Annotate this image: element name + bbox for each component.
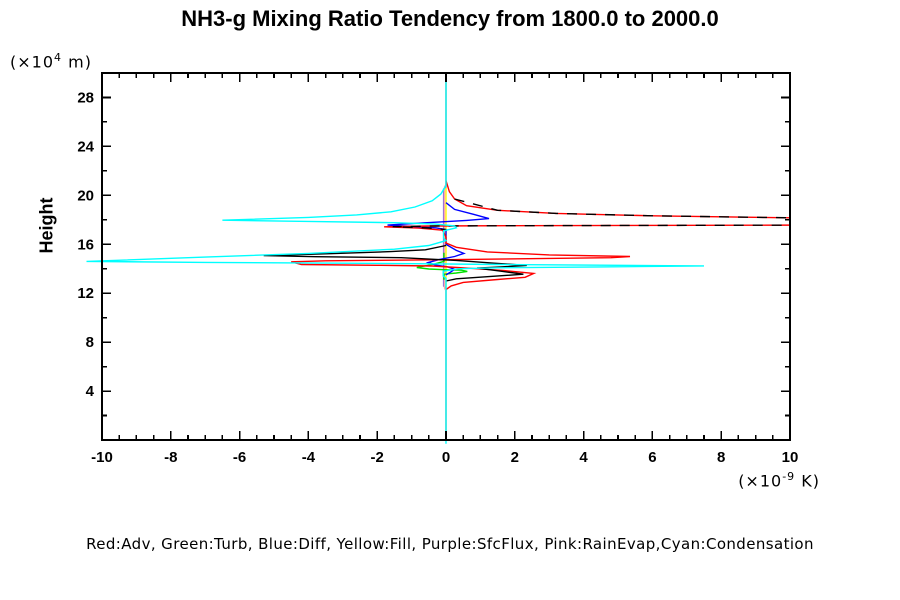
x-tick-label: 6 [648, 449, 656, 466]
y-axis-title: Height [36, 197, 57, 254]
x-tick-label: -6 [233, 449, 246, 466]
chart-title: NH3-g Mixing Ratio Tendency from 1800.0 … [181, 6, 719, 31]
series-line-condensation [86, 73, 705, 444]
y-tick-label: 8 [86, 334, 94, 351]
x-tick-label: 2 [511, 449, 519, 466]
y-tick-label: 28 [77, 89, 94, 106]
y-tick-label: 4 [86, 383, 95, 400]
x-tick-label: 4 [579, 449, 588, 466]
series-line-adv [291, 180, 791, 291]
y-tick-label: 24 [77, 138, 94, 155]
y-tick-label: 16 [77, 236, 94, 253]
series-legend-text: Red:Adv, Green:Turb, Blue:Diff, Yellow:F… [86, 535, 814, 553]
x-tick-label: 10 [782, 449, 799, 466]
series-line-black-unlabeled-upper- [392, 198, 791, 231]
y-tick-label: 12 [77, 285, 94, 302]
y-tick-label: 20 [77, 187, 94, 204]
x-tick-label: -8 [164, 449, 177, 466]
x-tick-label: -2 [371, 449, 384, 466]
x-tick-label: -4 [302, 449, 316, 466]
x-unit-exponent: -9 [782, 470, 796, 483]
y-unit-exponent: 4 [54, 51, 63, 64]
x-tick-label: -10 [91, 449, 113, 466]
x-axis-unit-label: (×10-9 K) [738, 470, 820, 491]
series-line-black-unlabeled-lower- [263, 244, 527, 282]
y-axis-unit-label: (×104 m) [10, 51, 92, 72]
x-tick-label: 8 [717, 449, 725, 466]
x-tick-label: 0 [442, 449, 450, 466]
